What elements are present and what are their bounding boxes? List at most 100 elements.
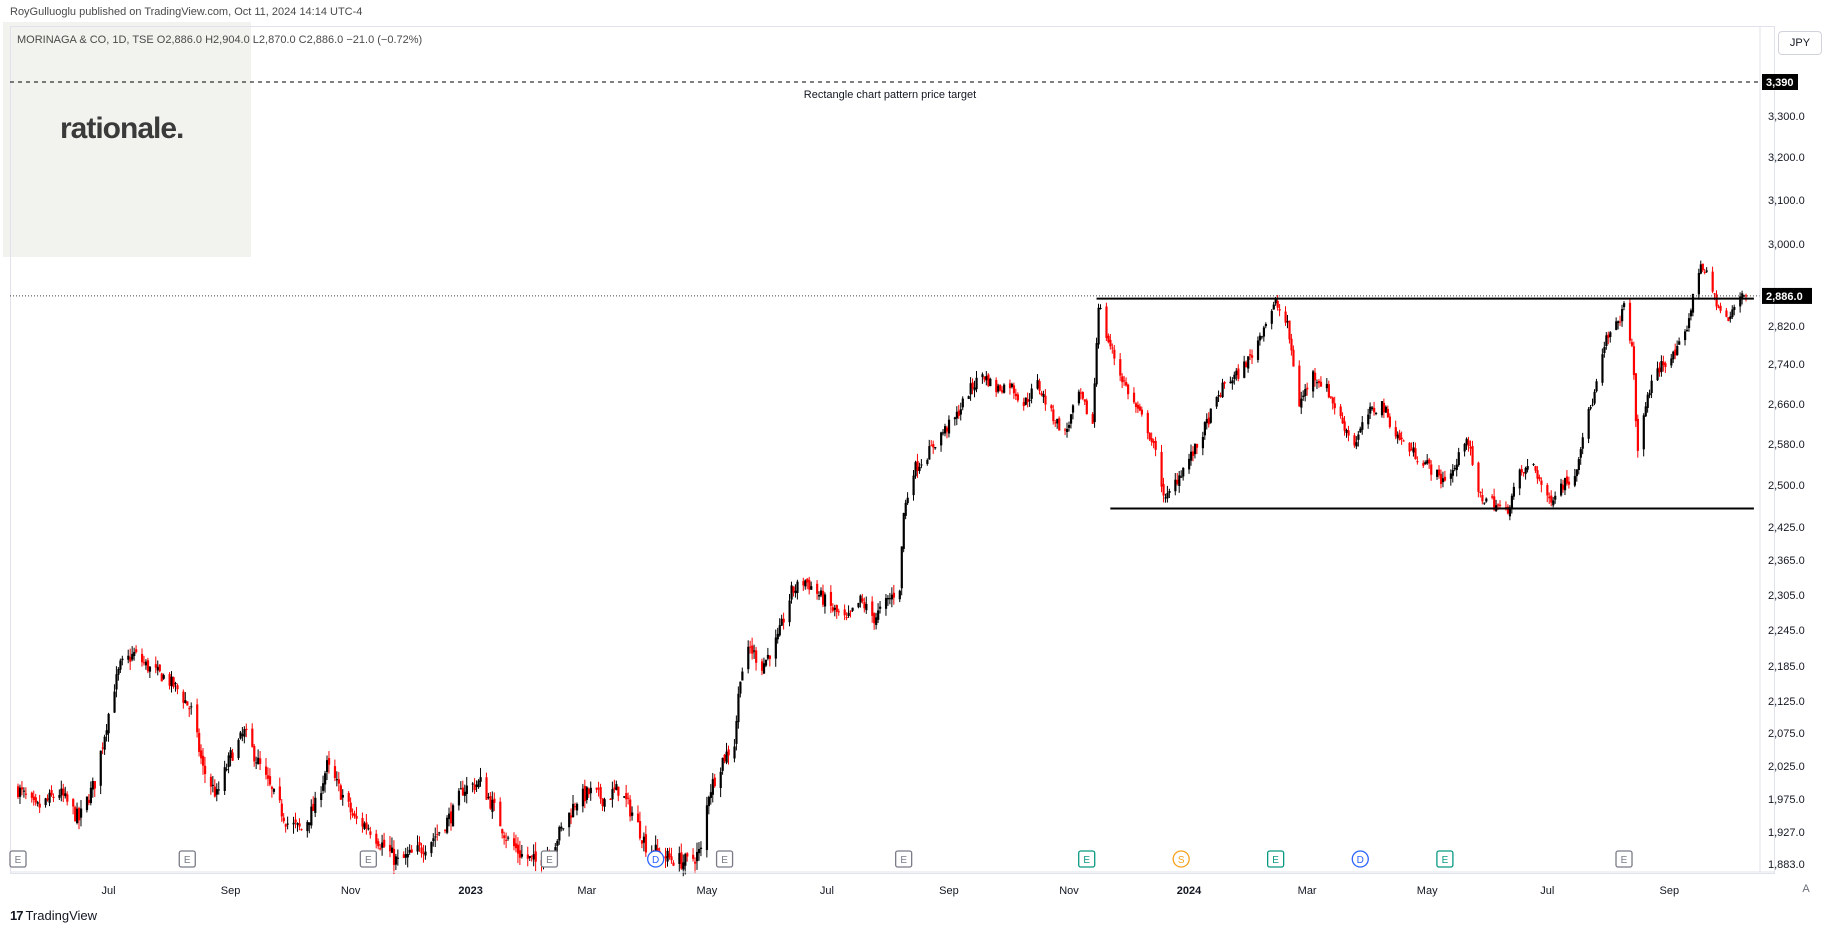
candle-body <box>613 787 616 790</box>
candle-body <box>914 462 917 477</box>
candle-body <box>778 625 781 636</box>
candle-body <box>780 618 783 626</box>
candle-body <box>1741 293 1744 299</box>
candle-body <box>257 757 260 765</box>
candle-body <box>1701 263 1704 271</box>
candle-body <box>1312 371 1315 392</box>
x-axis-tick-label: Jul <box>1540 885 1554 897</box>
candle-body <box>1369 406 1372 414</box>
candle-body <box>202 755 205 766</box>
candle-body <box>142 662 146 664</box>
candle-body <box>1113 349 1116 359</box>
candle-body <box>1603 347 1606 354</box>
candle-body <box>473 784 476 791</box>
candle-body <box>1552 500 1555 506</box>
candle-body <box>278 786 281 801</box>
candle-body <box>788 600 791 623</box>
candle-body <box>1205 418 1208 424</box>
candle-body <box>877 610 880 620</box>
candle-body <box>1439 473 1443 484</box>
candle-body <box>1036 380 1039 389</box>
candle-body <box>1223 382 1226 384</box>
candle-body <box>719 771 722 788</box>
earnings-event-icon <box>715 850 734 868</box>
candle-body <box>1077 391 1081 404</box>
candle-body <box>668 853 671 858</box>
y-axis-tick-label: 3,100.0 <box>1768 195 1805 207</box>
candle-body <box>849 610 852 612</box>
candle-body <box>627 797 630 799</box>
candle-body <box>617 786 620 796</box>
candle-body <box>873 613 876 624</box>
candle-body <box>1412 447 1415 453</box>
candle-body <box>1371 407 1374 409</box>
candle-body <box>1134 403 1138 407</box>
x-axis-tick-label: Mar <box>577 885 596 897</box>
tradingview-brand[interactable]: 17 TradingView <box>10 908 97 923</box>
x-axis-tick-label: Nov <box>1059 885 1079 897</box>
candle-body <box>402 854 405 858</box>
candle-body <box>1217 395 1220 397</box>
candle-body <box>1247 356 1250 369</box>
dividend-event-icon <box>647 850 665 868</box>
candle-body <box>1314 372 1317 381</box>
candle-body <box>1203 422 1206 436</box>
candle-body <box>1022 401 1025 407</box>
earnings-event-icon <box>1436 850 1454 868</box>
candle-body <box>760 661 764 671</box>
split-event-letter: S <box>1178 855 1185 866</box>
candle-body <box>1410 449 1413 451</box>
earnings-event-letter: E <box>1621 855 1628 866</box>
candle-body <box>1264 323 1268 327</box>
candle-body <box>727 749 730 756</box>
candle-body <box>418 842 421 846</box>
candle-body <box>78 808 81 821</box>
candle-body <box>1040 392 1043 396</box>
candle-body <box>1577 459 1580 471</box>
candle-body <box>735 721 738 744</box>
candle-body <box>367 828 370 830</box>
candle-body <box>217 789 220 791</box>
candle-body <box>1191 451 1195 456</box>
candle-body <box>802 581 805 586</box>
x-axis-tick-label: Jul <box>102 885 116 897</box>
candle-body <box>253 746 256 762</box>
candle-body <box>1648 393 1651 396</box>
price-target-label: Rectangle chart pattern price target <box>804 89 976 101</box>
candle-body <box>355 815 358 819</box>
candle-body <box>1168 491 1171 493</box>
candle-body <box>999 384 1002 391</box>
currency-button[interactable]: JPY <box>1778 31 1822 55</box>
candle-body <box>383 839 386 847</box>
candle-body <box>733 746 736 759</box>
candle-body <box>1615 321 1618 330</box>
candle-body <box>1024 397 1027 405</box>
candle-body <box>229 750 232 758</box>
candle-body <box>1201 436 1205 449</box>
candle-body <box>940 432 943 446</box>
candle-body <box>1251 355 1254 358</box>
y-axis-tick-label: 2,740.0 <box>1768 359 1805 371</box>
candle-body <box>1119 359 1122 376</box>
publisher-info: RoyGulluoglu published on TradingView.co… <box>10 6 363 18</box>
auto-scale-button[interactable]: A <box>1802 883 1810 895</box>
candle-body <box>320 793 323 800</box>
candle-body <box>507 837 510 839</box>
candle-body <box>18 787 22 797</box>
candle-body <box>1056 418 1059 424</box>
candle-body <box>601 798 604 807</box>
candle-body <box>1174 479 1177 492</box>
candle-body <box>581 788 585 807</box>
candle-body <box>518 850 522 858</box>
candle-body <box>227 755 230 767</box>
candle-body <box>1617 321 1620 324</box>
candle-body <box>1449 473 1453 479</box>
candle-body <box>1745 295 1748 297</box>
candle-body <box>1105 306 1108 339</box>
candle-body <box>1479 491 1482 493</box>
candle-body <box>115 674 118 690</box>
candle-body <box>396 857 400 859</box>
candle-body <box>1518 469 1521 489</box>
candle-body <box>560 826 563 829</box>
